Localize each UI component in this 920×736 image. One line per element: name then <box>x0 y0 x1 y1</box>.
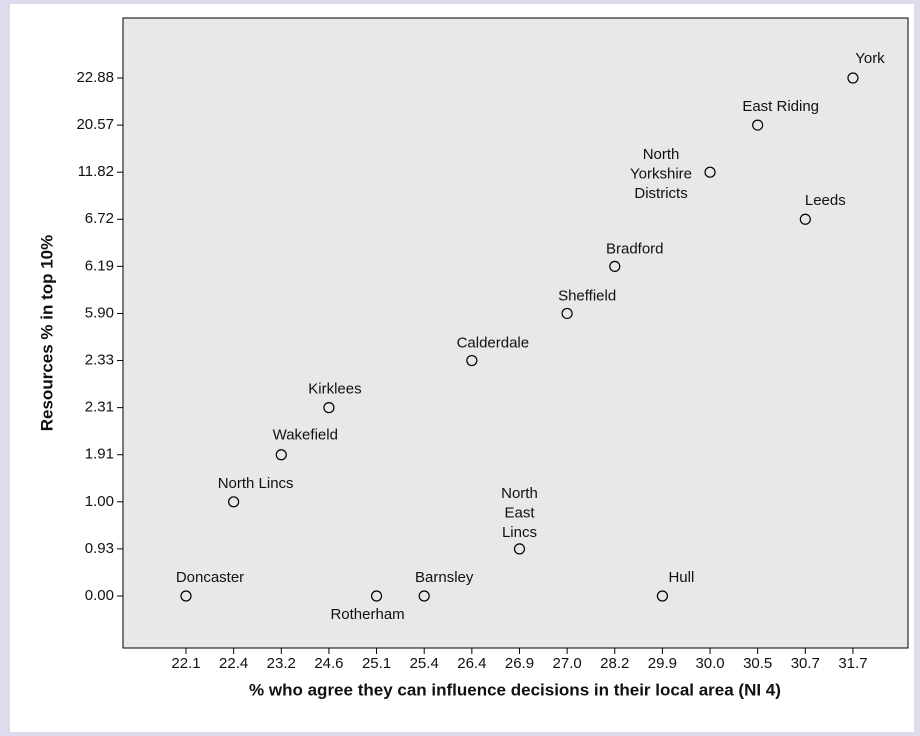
point-label: East Riding <box>742 98 819 115</box>
x-axis-title: % who agree they can influence decisions… <box>249 680 781 699</box>
data-point <box>561 307 573 320</box>
data-point <box>847 72 859 84</box>
x-tick-label: 24.6 <box>314 655 343 672</box>
data-point <box>752 119 764 131</box>
point-label: North Lincs <box>218 475 294 492</box>
x-tick-label: 26.4 <box>457 655 486 672</box>
x-tick-label: 22.1 <box>171 655 200 672</box>
y-tick-label: 0.93 <box>85 540 114 557</box>
x-tick-label: 28.2 <box>600 655 629 672</box>
data-point <box>656 590 669 602</box>
point-label: York <box>855 50 885 67</box>
data-point <box>418 590 430 602</box>
x-tick-label: 29.9 <box>648 655 677 672</box>
point-label: Calderdale <box>457 335 530 352</box>
y-tick-label: 22.88 <box>76 69 114 86</box>
point-label: North East Lincs <box>501 485 538 541</box>
point-label-line: North <box>501 485 538 502</box>
y-tick-label: 6.72 <box>85 210 114 227</box>
y-axis-title: Resources % in top 10% <box>37 235 56 432</box>
point-label: Sheffield <box>558 287 616 304</box>
x-tick-label: 25.4 <box>410 655 439 672</box>
point-label-line: Districts <box>634 185 687 202</box>
data-point <box>704 166 716 178</box>
y-tick-label: 6.19 <box>85 257 114 274</box>
point-label: Doncaster <box>176 569 244 586</box>
x-tick-label: 30.0 <box>695 655 724 672</box>
point-label-line: Lincs <box>502 524 537 541</box>
y-tick-label: 1.91 <box>85 446 114 463</box>
x-tick-label: 25.1 <box>362 655 391 672</box>
y-tick-label: 0.00 <box>85 587 114 604</box>
point-label: North Yorkshire Districts <box>630 146 692 202</box>
data-point <box>609 260 621 272</box>
data-point <box>466 354 478 367</box>
point-label-line: North <box>643 146 680 163</box>
y-tick-label: 5.90 <box>85 304 114 321</box>
x-tick-label: 30.5 <box>743 655 772 672</box>
x-tick-label: 22.4 <box>219 655 248 672</box>
data-point <box>370 590 383 602</box>
point-label: Leeds <box>805 192 846 209</box>
point-label: Barnsley <box>415 569 474 586</box>
y-tick-label: 2.33 <box>85 352 114 369</box>
y-tick-label: 20.57 <box>76 116 114 133</box>
point-label-line: East <box>504 504 535 521</box>
x-tick-label: 30.7 <box>791 655 820 672</box>
data-point <box>275 449 287 461</box>
x-tick-label: 26.9 <box>505 655 534 672</box>
point-label: Bradford <box>606 240 664 257</box>
x-tick-label: 27.0 <box>553 655 582 672</box>
y-tick-label: 1.00 <box>85 493 114 510</box>
y-tick-label: 11.82 <box>78 163 114 180</box>
x-tick-label: 23.2 <box>267 655 296 672</box>
point-label-line: Yorkshire <box>630 166 692 183</box>
point-label: Kirklees <box>308 381 361 398</box>
point-label: Wakefield <box>273 427 338 444</box>
x-tick-label: 31.7 <box>838 655 867 672</box>
data-point <box>323 402 335 414</box>
data-point <box>513 543 526 555</box>
data-point <box>180 590 192 602</box>
plot-area <box>122 17 909 649</box>
y-tick-label: 2.31 <box>85 399 114 416</box>
data-point <box>228 496 240 508</box>
point-label: Hull <box>668 569 694 586</box>
point-label: Rotherham <box>330 606 404 623</box>
data-point <box>799 213 811 225</box>
